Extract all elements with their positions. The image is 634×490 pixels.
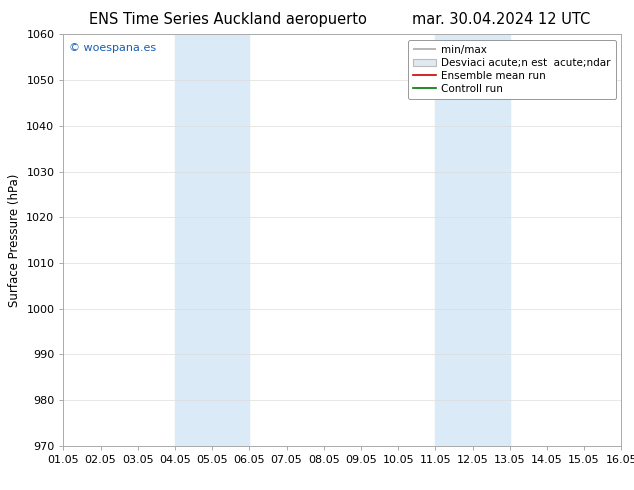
Text: © woespana.es: © woespana.es — [69, 43, 156, 52]
Y-axis label: Surface Pressure (hPa): Surface Pressure (hPa) — [8, 173, 21, 307]
Bar — [436, 34, 510, 446]
Text: mar. 30.04.2024 12 UTC: mar. 30.04.2024 12 UTC — [411, 12, 590, 27]
Text: ENS Time Series Auckland aeropuerto: ENS Time Series Auckland aeropuerto — [89, 12, 367, 27]
Bar — [175, 34, 249, 446]
Legend: min/max, Desviaci acute;n est  acute;ndar, Ensemble mean run, Controll run: min/max, Desviaci acute;n est acute;ndar… — [408, 40, 616, 99]
